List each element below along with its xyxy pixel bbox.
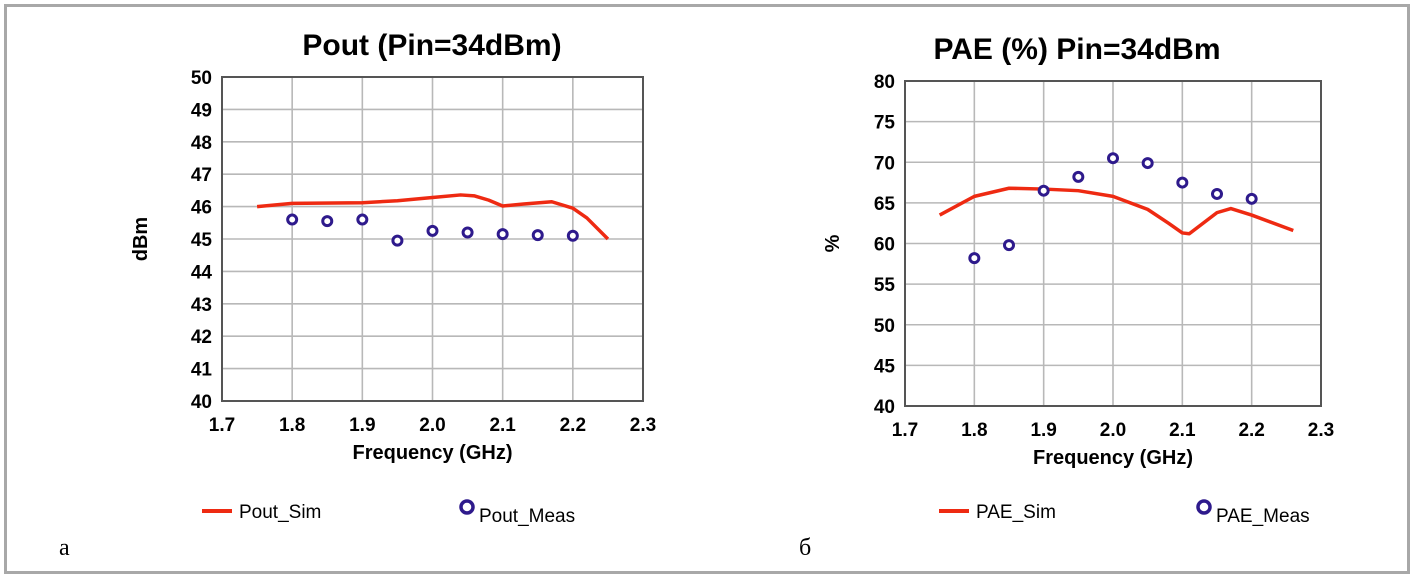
y-tick-label: 50 bbox=[191, 68, 212, 89]
meas-point bbox=[356, 213, 369, 226]
y-tick-label: 45 bbox=[191, 230, 213, 251]
y-tick-label: 40 bbox=[874, 397, 895, 418]
meas-point bbox=[1211, 187, 1223, 200]
x-tick-label: 2.3 bbox=[1308, 420, 1334, 441]
meas-point bbox=[1003, 239, 1015, 252]
y-tick-label: 46 bbox=[191, 198, 212, 219]
legend-label: PAE_Meas bbox=[1216, 506, 1310, 527]
meas-point bbox=[1176, 176, 1189, 189]
y-axis-label: dBm bbox=[130, 217, 152, 261]
legend-label: PAE_Sim bbox=[976, 502, 1056, 523]
sim-line bbox=[256, 193, 610, 241]
panel-label: б bbox=[799, 535, 811, 561]
y-tick-label: 47 bbox=[191, 165, 212, 186]
y-tick-label: 44 bbox=[191, 262, 213, 283]
chart-title: PAE (%) Pin=34dBm bbox=[933, 33, 1220, 66]
meas-point bbox=[531, 229, 544, 242]
legend-label: Pout_Sim bbox=[239, 502, 321, 523]
x-tick-label: 2.2 bbox=[560, 415, 586, 436]
meas-point bbox=[1107, 152, 1119, 165]
panel-label: а bbox=[59, 535, 70, 561]
meas-point bbox=[426, 224, 439, 237]
legend-label: Pout_Meas bbox=[479, 506, 575, 527]
x-tick-label: 1.8 bbox=[279, 415, 305, 436]
plot-area-border bbox=[221, 76, 644, 402]
y-tick-label: 48 bbox=[191, 133, 212, 154]
y-tick-label: 40 bbox=[191, 392, 212, 413]
meas-point bbox=[286, 213, 299, 226]
x-tick-label: 2.1 bbox=[1169, 420, 1196, 441]
meas-point bbox=[461, 226, 474, 239]
x-axis-label: Frequency (GHz) bbox=[1033, 447, 1193, 469]
x-tick-label: 2.3 bbox=[630, 415, 656, 436]
y-tick-label: 42 bbox=[191, 327, 212, 348]
meas-point bbox=[1245, 192, 1258, 205]
x-tick-label: 1.8 bbox=[961, 420, 987, 441]
meas-point bbox=[1072, 170, 1085, 183]
y-tick-label: 70 bbox=[874, 153, 895, 174]
meas-point bbox=[968, 252, 981, 265]
meas-point bbox=[1037, 184, 1050, 197]
x-tick-label: 1.9 bbox=[349, 415, 375, 436]
chart-title: Pout (Pin=34dBm) bbox=[302, 29, 561, 62]
meas-point bbox=[391, 234, 404, 247]
x-tick-label: 2.1 bbox=[489, 415, 516, 436]
y-axis-label: % bbox=[822, 234, 844, 252]
x-tick-label: 1.7 bbox=[892, 420, 918, 441]
y-tick-label: 49 bbox=[191, 100, 212, 121]
meas-point bbox=[566, 229, 579, 242]
y-tick-label: 41 bbox=[191, 360, 213, 381]
x-axis-label: Frequency (GHz) bbox=[352, 442, 512, 464]
y-tick-label: 80 bbox=[874, 72, 895, 93]
plot-area-border bbox=[904, 80, 1322, 407]
y-tick-label: 50 bbox=[874, 316, 895, 337]
y-tick-label: 60 bbox=[874, 235, 895, 256]
charts: Pout (Pin=34dBm) 40 41 42 43 44 45 46 47 48 49 50 1.… bbox=[59, 29, 1334, 561]
x-tick-label: 2.0 bbox=[419, 415, 445, 436]
y-tick-label: 55 bbox=[874, 275, 896, 296]
x-tick-label: 1.9 bbox=[1030, 420, 1056, 441]
sim-line bbox=[938, 186, 1294, 236]
y-tick-label: 45 bbox=[874, 356, 896, 377]
x-tick-label: 2.0 bbox=[1100, 420, 1126, 441]
figure: Pout (Pin=34dBm) 40 41 42 43 44 45 46 47 48 49 50 1.… bbox=[4, 4, 1410, 574]
y-tick-label: 65 bbox=[874, 194, 896, 215]
x-tick-label: 1.7 bbox=[209, 415, 235, 436]
meas-point bbox=[1141, 157, 1154, 170]
y-tick-label: 43 bbox=[191, 295, 212, 316]
meas-point bbox=[496, 228, 509, 241]
legend-circle-marker bbox=[1196, 499, 1212, 515]
legend-circle-marker bbox=[459, 499, 475, 515]
meas-point bbox=[321, 215, 334, 228]
x-tick-label: 2.2 bbox=[1238, 420, 1264, 441]
y-tick-label: 75 bbox=[874, 113, 896, 134]
